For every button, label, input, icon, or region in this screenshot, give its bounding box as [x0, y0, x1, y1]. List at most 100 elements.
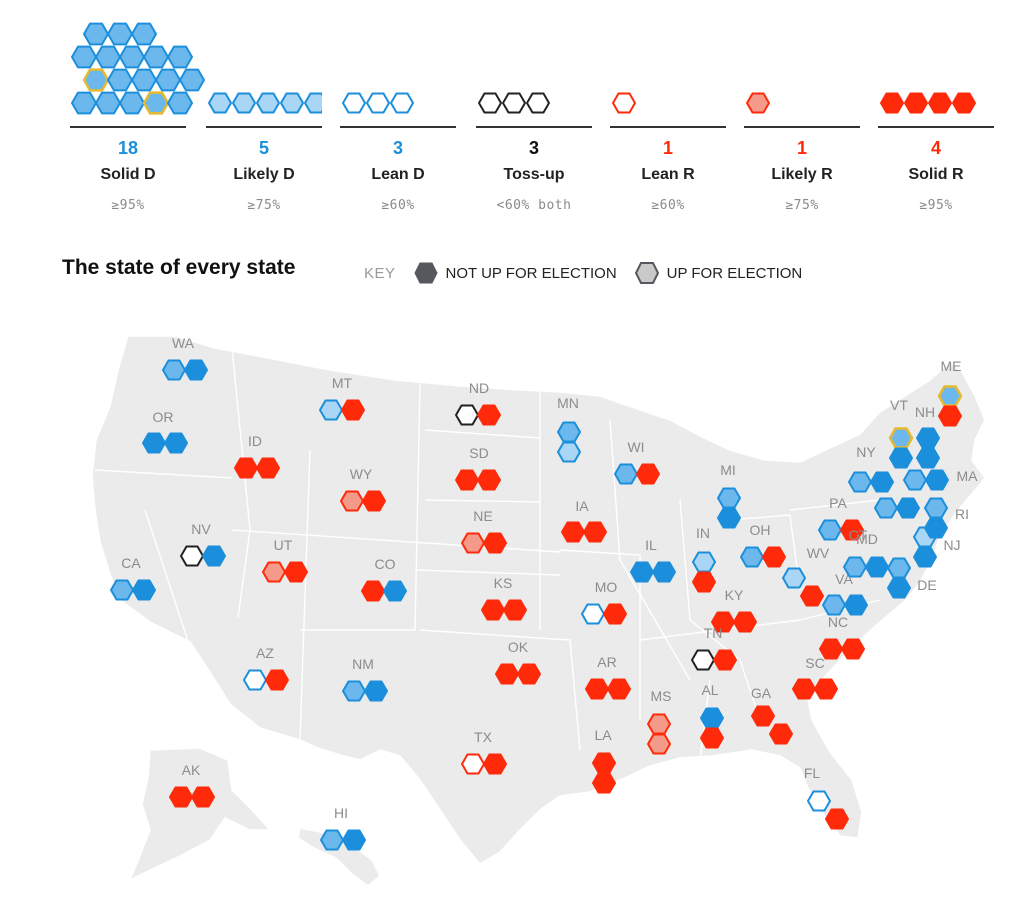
state-fl[interactable]: FL: [804, 765, 849, 830]
state-sc[interactable]: SC: [792, 655, 838, 700]
key-item-not-up: NOT UP FOR ELECTION: [413, 262, 617, 284]
seat-hex: [840, 519, 864, 541]
seat-hex: [383, 580, 407, 602]
state-id[interactable]: ID: [234, 433, 280, 479]
seat-hex: [478, 92, 502, 114]
state-wi[interactable]: WI: [614, 439, 660, 485]
state-mi[interactable]: MI: [717, 462, 741, 529]
state-ms[interactable]: MS: [647, 688, 672, 755]
seat-hex: [841, 638, 865, 660]
seat-hex: [925, 469, 949, 491]
state-label: PA: [829, 495, 847, 511]
seat-hex: [155, 68, 181, 92]
category-label: Lean R: [641, 166, 695, 183]
state-label: VT: [890, 397, 908, 413]
border-line: [609, 419, 691, 681]
state-nd[interactable]: ND: [455, 380, 501, 426]
state-pa[interactable]: PA: [818, 495, 864, 541]
map-land: [91, 335, 986, 887]
dark-hex-icon: [413, 262, 438, 284]
state-ar[interactable]: AR: [585, 654, 631, 700]
state-label: WA: [172, 335, 195, 351]
state-label: KS: [494, 575, 513, 591]
border-line: [231, 529, 561, 553]
state-il[interactable]: IL: [630, 537, 676, 583]
state-ne[interactable]: NE: [461, 508, 507, 554]
state-label: ID: [248, 433, 262, 449]
seat-hex: [913, 546, 937, 568]
seat-hex: [928, 92, 952, 114]
seat-hex: [265, 669, 289, 691]
seat-hex: [825, 808, 849, 830]
state-sd[interactable]: SD: [455, 445, 501, 491]
seat-hex: [889, 447, 913, 469]
state-tx[interactable]: TX: [461, 729, 507, 775]
seat-hex: [83, 22, 109, 46]
state-in[interactable]: IN: [692, 525, 716, 593]
solid-r-hex-row: [880, 92, 976, 114]
state-az[interactable]: AZ: [243, 645, 289, 691]
state-ga[interactable]: GA: [751, 685, 793, 745]
state-ky[interactable]: KY: [711, 587, 757, 633]
seat-hex: [455, 404, 479, 426]
state-mo[interactable]: MO: [581, 579, 627, 625]
state-nc[interactable]: NC: [819, 614, 865, 660]
state-ca[interactable]: CA: [110, 555, 156, 601]
state-label: KY: [725, 587, 744, 603]
state-hi[interactable]: HI: [320, 805, 366, 851]
category-label: Toss-up: [503, 166, 565, 183]
state-nh[interactable]: NH: [915, 404, 940, 469]
state-tn[interactable]: TN: [691, 625, 737, 671]
state-wv[interactable]: WV: [782, 545, 830, 607]
seat-hex: [924, 517, 948, 539]
state-ks[interactable]: KS: [481, 575, 527, 621]
state-al[interactable]: AL: [700, 682, 724, 749]
seat-hex: [603, 603, 627, 625]
state-ny[interactable]: NY: [848, 444, 894, 493]
border-line: [679, 499, 761, 721]
seat-hex: [700, 707, 724, 729]
state-co[interactable]: CO: [361, 556, 407, 602]
seat-hex: [843, 556, 867, 578]
state-oh[interactable]: OH: [740, 522, 786, 568]
state-wa[interactable]: WA: [162, 335, 208, 381]
state-ia[interactable]: IA: [561, 498, 607, 543]
state-la[interactable]: LA: [592, 727, 616, 794]
state-ak[interactable]: AK: [169, 762, 215, 808]
category-count: 1: [796, 138, 807, 158]
state-label: NV: [191, 521, 211, 537]
state-mn[interactable]: MN: [557, 395, 581, 463]
state-mt[interactable]: MT: [319, 375, 365, 421]
category-threshold: ≥75%: [785, 198, 819, 213]
state-label: NJ: [943, 537, 960, 553]
seat-hex: [904, 92, 928, 114]
seat-hex: [107, 22, 133, 46]
state-label: WY: [350, 466, 373, 482]
state-me[interactable]: ME: [937, 358, 963, 427]
seat-hex: [814, 678, 838, 700]
state-vt[interactable]: VT: [888, 397, 914, 469]
seat-hex: [636, 463, 660, 485]
category-divider: [70, 126, 186, 128]
category-label: Lean D: [371, 166, 425, 183]
seat-hex: [614, 463, 638, 485]
state-ut[interactable]: UT: [262, 537, 308, 583]
seat-hex: [191, 786, 215, 808]
state-de[interactable]: DE: [887, 557, 937, 599]
seat-hex: [585, 678, 609, 700]
seat-hex: [612, 92, 636, 114]
state-ma[interactable]: MA: [903, 468, 978, 491]
seat-hex: [202, 545, 226, 567]
seat-hex: [95, 91, 121, 115]
seat-hex: [131, 22, 157, 46]
state-ct[interactable]: CT: [849, 497, 920, 543]
state-md[interactable]: MD: [843, 531, 889, 578]
seat-hex: [916, 427, 940, 449]
state-ok[interactable]: OK: [495, 639, 541, 685]
state-nm[interactable]: NM: [342, 656, 388, 702]
state-or[interactable]: OR: [142, 409, 188, 454]
state-label: NH: [915, 404, 935, 420]
state-ri[interactable]: RI: [924, 497, 969, 539]
state-nv[interactable]: NV: [180, 521, 226, 567]
state-wy[interactable]: WY: [340, 466, 386, 512]
